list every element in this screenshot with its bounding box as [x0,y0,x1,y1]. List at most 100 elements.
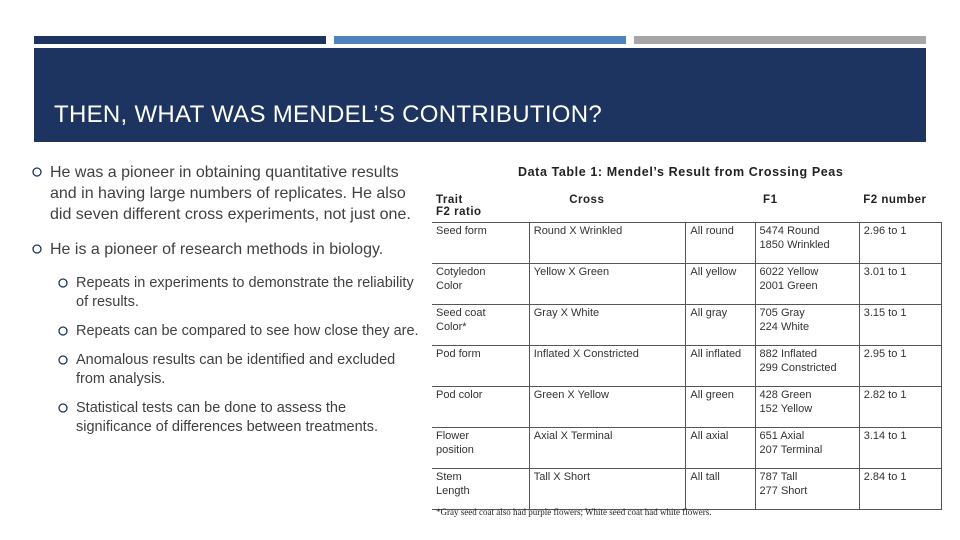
cell-f2-number: 705 Gray 224 White [754,304,860,346]
cell-f2-number: 5474 Round 1850 Wrinkled [754,222,860,264]
cell-f1: All yellow [685,263,756,305]
cell-f2-number-text: 651 Axial [759,430,805,442]
table-row: Pod form Inflated X Constricted All inflat… [432,345,943,387]
accent-bar-gray [634,36,926,44]
cell-trait: Seed coat Color* [432,304,530,346]
table-footnote: *Gray seed coat also had purple flowers;… [436,507,712,517]
bullet-list: He was a pioneer in obtaining quantitati… [32,162,422,447]
cell-f2-number: 882 Inflated 299 Constricted [754,345,860,387]
cell-f2-number-text: 1850 Wrinkled [759,239,830,251]
cell-cross-text: Round X Wrinkled [533,225,623,237]
cell-ratio: 2.96 to 1 [858,222,943,264]
cell-f1: All axial [685,427,756,469]
circle-bullet-icon [58,278,68,288]
cell-ratio-text: 2.95 to 1 [863,348,907,360]
cell-trait: Seed form [432,222,530,264]
cell-cross-text: Axial X Terminal [533,430,613,442]
cell-trait-text: Seed form [436,225,487,237]
cell-cross: Green X Yellow [528,386,687,428]
cell-trait-text: Length [436,485,470,497]
sub-bullet-item: Repeats can be compared to see how close… [32,322,422,341]
bullet-item: He is a pioneer of research methods in b… [32,239,422,260]
cell-trait-text: Color [436,280,463,292]
cell-f1: All gray [685,304,756,346]
header-f2-number: F2 number [863,194,927,206]
cell-cross: Round X Wrinkled [528,222,687,264]
cell-f1-text: All round [690,225,734,237]
cell-trait: Flower position [432,427,530,469]
cell-ratio-text: 2.82 to 1 [863,389,907,401]
cell-f2-number-text: 882 Inflated [759,348,818,360]
cell-ratio-text: 2.84 to 1 [863,471,907,483]
cell-f1-text: All inflated [690,348,742,360]
cell-f1-text: All green [690,389,734,401]
cell-ratio-text: 3.14 to 1 [863,430,907,442]
sub-bullet-text: Statistical tests can be done to assess … [76,400,378,435]
table-row: Seed coat Color* Gray X White All gray 705 G… [432,304,943,346]
cell-f2-number-text: 299 Constricted [759,362,837,374]
cell-f1: All green [685,386,756,428]
cell-cross-text: Tall X Short [533,471,590,483]
table-row: Pod color Green X Yellow All green 428 Gree… [432,386,943,428]
accent-bar-blue [334,36,626,44]
cell-trait-text: Flower [436,430,470,442]
mendel-data-table-figure: Data Table 1: Mendel’s Result from Cross… [430,162,943,522]
cell-f2-number-text: 428 Green [759,389,812,401]
cell-f2-number: 651 Axial 207 Terminal [754,427,860,469]
circle-bullet-icon [58,326,68,336]
cell-cross-text: Yellow X Green [533,266,610,278]
slide-title: THEN, WHAT WAS MENDEL’S CONTRIBUTION? [54,101,603,128]
cell-f1-text: All tall [690,471,720,483]
cell-ratio-text: 3.01 to 1 [863,266,907,278]
cell-cross: Yellow X Green [528,263,687,305]
accent-bar-navy [34,36,326,44]
header-f1: F1 [763,194,778,206]
bullet-text: He was a pioneer in obtaining quantitati… [50,164,411,223]
cell-trait: Cotyledon Color [432,263,530,305]
data-table: Trait F2 ratio Cross F1 F2 number Seed f… [432,194,943,510]
cell-f1-text: All yellow [690,266,737,278]
cell-ratio: 3.15 to 1 [858,304,943,346]
table-row: Seed form Round X Wrinkled All round 5474 R… [432,222,943,264]
header-f2-ratio-label: F2 ratio [436,206,482,218]
cell-trait-text: Pod form [436,348,481,360]
cell-trait-text: Color* [436,321,467,333]
cell-ratio: 3.14 to 1 [858,427,943,469]
cell-f1: All inflated [685,345,756,387]
circle-bullet-icon [32,167,42,177]
cell-f2-number-text: 277 Short [759,485,808,497]
sub-bullet-item: Anomalous results can be identified and … [32,351,422,389]
table-row: Stem Length Tall X Short All tall 787 Tall 27… [432,468,943,510]
cell-cross-text: Gray X White [533,307,600,319]
bullet-text: He is a pioneer of research methods in b… [50,241,384,258]
cell-f2-number-text: 2001 Green [759,280,818,292]
cell-cross: Inflated X Constricted [528,345,687,387]
header-trait-label: Trait [436,194,463,206]
cell-trait-text: position [436,444,474,456]
sub-bullet-text: Anomalous results can be identified and … [76,352,396,387]
cell-trait-text: Pod color [436,389,483,401]
cell-cross: Gray X White [528,304,687,346]
sub-bullet-text: Repeats in experiments to demonstrate th… [76,275,414,310]
cell-ratio: 2.82 to 1 [858,386,943,428]
header-trait: Trait F2 ratio [432,194,529,223]
cell-trait: Pod form [432,345,530,387]
cell-trait-text: Cotyledon [436,266,486,278]
cell-f2-number-text: 152 Yellow [759,403,813,415]
bullet-item: He was a pioneer in obtaining quantitati… [32,162,422,225]
cell-cross-text: Green X Yellow [533,389,609,401]
cell-f1: All tall [685,468,756,510]
sub-bullet-item: Repeats in experiments to demonstrate th… [32,274,422,312]
cell-f1: All round [685,222,756,264]
circle-bullet-icon [58,355,68,365]
table-row: Cotyledon Color Yellow X Green All yellow 60… [432,263,943,305]
cell-f2-number-text: 207 Terminal [759,444,823,456]
cell-trait: Pod color [432,386,530,428]
cell-f2-number-text: 224 White [759,321,810,333]
cell-f2-number: 6022 Yellow 2001 Green [754,263,860,305]
cell-f2-number: 428 Green 152 Yellow [754,386,860,428]
cell-ratio-text: 2.96 to 1 [863,225,907,237]
title-band: THEN, WHAT WAS MENDEL’S CONTRIBUTION? [34,48,926,142]
cell-f2-number-text: 705 Gray [759,307,805,319]
table-caption: Data Table 1: Mendel’s Result from Cross… [518,165,844,179]
